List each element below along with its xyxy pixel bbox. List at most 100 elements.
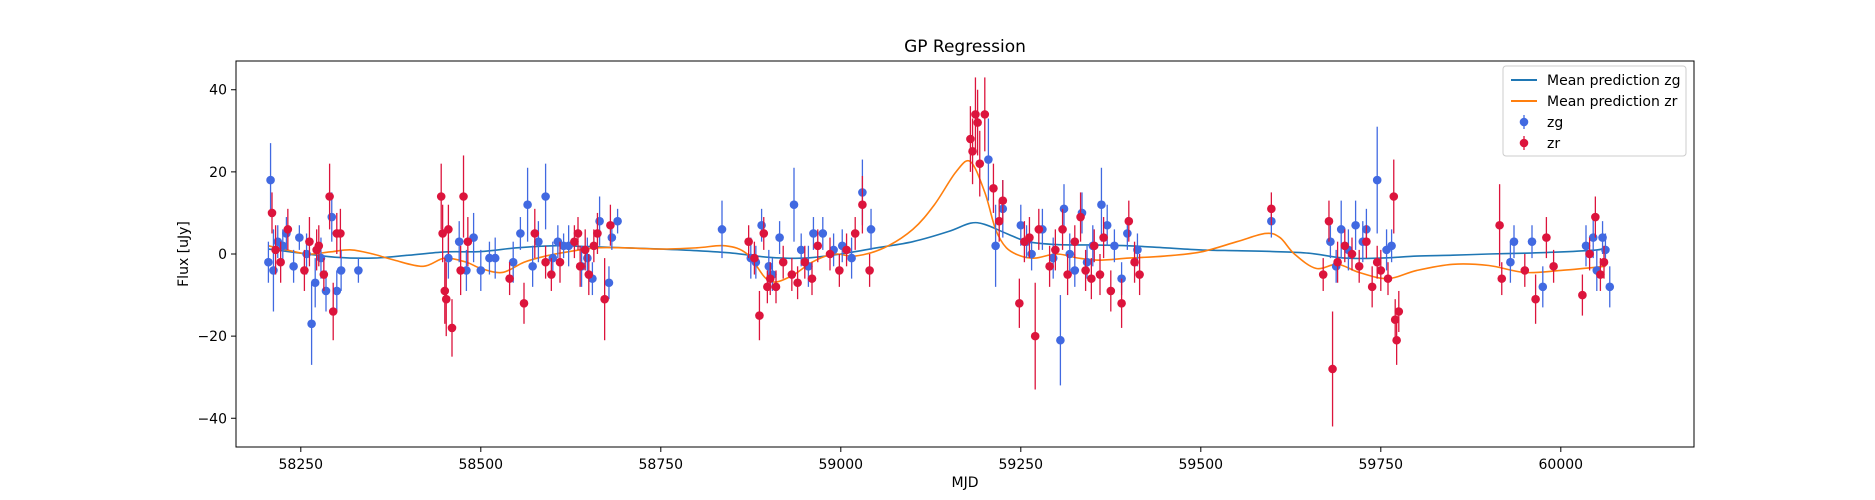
data-point-zg [1351,200,1360,250]
data-point-zr [1051,229,1060,271]
chart-title: GP Regression [904,37,1026,57]
marker [1133,245,1142,255]
data-point-zr [283,208,293,250]
marker [476,266,486,275]
data-point-zg [1581,225,1591,267]
data-point-zr [1076,192,1085,242]
marker [441,294,451,304]
data-point-zr [1106,270,1116,312]
data-point-zg [866,208,876,250]
x-axis-label: MJD [952,475,979,491]
marker [555,257,565,267]
marker [1318,270,1328,279]
data-point-zr [1389,159,1399,234]
data-point-zr [1585,237,1594,271]
marker [604,278,614,288]
marker [1340,241,1350,251]
data-point-zr [1099,217,1108,259]
x-tick-label: 59000 [819,457,864,473]
data-point-zr [1531,274,1540,324]
marker [796,245,806,255]
marker [1354,262,1364,271]
legend-swatch [1519,138,1529,148]
marker [1045,262,1054,271]
marker [327,212,337,222]
data-point-zr [1340,229,1350,263]
data-point-zr [1328,311,1337,427]
marker [1082,257,1092,267]
marker [1025,233,1034,242]
marker [1351,220,1360,230]
data-point-zr [1372,245,1382,279]
data-point-zr [555,241,565,283]
data-point-zr [600,258,609,341]
marker [818,229,828,238]
marker [1506,257,1515,267]
data-point-zr [584,254,594,296]
marker [765,274,775,283]
legend-item: zg [1519,115,1563,131]
marker [1095,270,1105,279]
data-point-zr [989,163,998,213]
marker [775,233,784,242]
marker [456,266,465,275]
marker [1267,204,1276,214]
data-point-zg [1059,184,1069,234]
y-tick-label: 20 [209,165,227,181]
marker [866,225,876,234]
marker [807,274,817,283]
data-point-zg [604,266,614,300]
data-point-zg [332,270,342,312]
data-point-zg [289,249,298,283]
data-point-zr [541,245,550,279]
marker [444,225,453,234]
y-tick-label: 0 [218,247,227,263]
data-point-zr [1089,229,1099,263]
data-point-zr [305,217,314,267]
marker [1063,270,1072,279]
data-point-zr [744,225,753,259]
legend-label: Mean prediction zg [1547,73,1681,89]
data-point-zg [354,258,363,283]
marker [968,147,977,156]
data-point-zr [580,229,590,271]
data-point-zg [564,225,573,267]
marker [850,229,860,238]
marker [966,134,975,144]
data-point-zr [1392,315,1401,365]
marker [764,262,774,271]
data-point-zr [300,249,309,291]
marker [1495,220,1504,230]
legend-label: zr [1547,136,1560,152]
marker [858,200,867,210]
marker [763,282,772,292]
legend: Mean prediction zg Mean prediction zr zg zr [1502,65,1687,157]
marker [975,159,985,168]
data-point-zg [1016,204,1026,246]
data-point-zg [1372,126,1382,234]
data-point-zr [968,118,977,185]
data-point-zg [266,143,275,218]
marker [584,270,594,279]
data-point-zr [463,217,473,267]
marker [813,241,823,251]
data-point-zg [775,221,784,254]
x-tick-label: 58500 [459,457,504,473]
data-point-zr [505,262,514,296]
data-point-zr [459,155,468,238]
data-point-zr [998,180,1008,222]
series-zg [264,118,1615,386]
marker [1387,241,1396,251]
marker [314,241,324,251]
data-point-zr [1354,249,1364,283]
marker [267,208,277,218]
data-point-zr [765,262,775,296]
marker [508,257,518,267]
marker [530,229,540,238]
marker [516,229,525,238]
data-point-zg [1506,241,1515,283]
data-point-zr [519,282,529,324]
marker [1394,307,1404,316]
data-point-zr [1542,217,1551,259]
